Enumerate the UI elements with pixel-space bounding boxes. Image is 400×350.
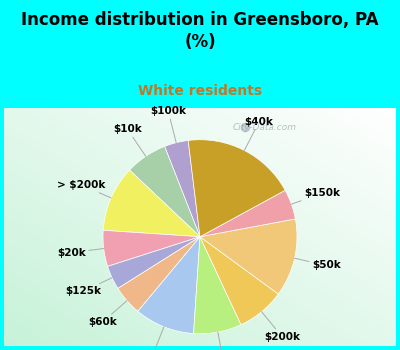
Wedge shape xyxy=(108,237,200,288)
Wedge shape xyxy=(118,237,200,311)
Text: $200k: $200k xyxy=(262,312,300,342)
Text: > $200k: > $200k xyxy=(57,180,111,198)
Text: $60k: $60k xyxy=(88,301,127,327)
Text: Income distribution in Greensboro, PA
(%): Income distribution in Greensboro, PA (%… xyxy=(21,10,379,51)
Wedge shape xyxy=(200,237,278,325)
Text: $100k: $100k xyxy=(150,106,186,143)
Text: $125k: $125k xyxy=(65,278,112,296)
Text: $40k: $40k xyxy=(244,117,274,150)
Wedge shape xyxy=(164,140,200,237)
Wedge shape xyxy=(130,146,200,237)
Wedge shape xyxy=(103,170,200,237)
Text: $30k: $30k xyxy=(210,332,238,350)
Text: $150k: $150k xyxy=(291,188,340,204)
Wedge shape xyxy=(194,237,241,334)
Text: $10k: $10k xyxy=(113,125,146,156)
Wedge shape xyxy=(200,219,297,294)
Text: $20k: $20k xyxy=(57,247,104,258)
Text: White residents: White residents xyxy=(138,84,262,98)
Wedge shape xyxy=(200,190,295,237)
Wedge shape xyxy=(103,230,200,266)
Wedge shape xyxy=(138,237,200,334)
Wedge shape xyxy=(188,140,285,237)
Text: $75k: $75k xyxy=(138,327,166,350)
Text: $50k: $50k xyxy=(295,258,340,271)
Text: City-Data.com: City-Data.com xyxy=(233,124,297,133)
